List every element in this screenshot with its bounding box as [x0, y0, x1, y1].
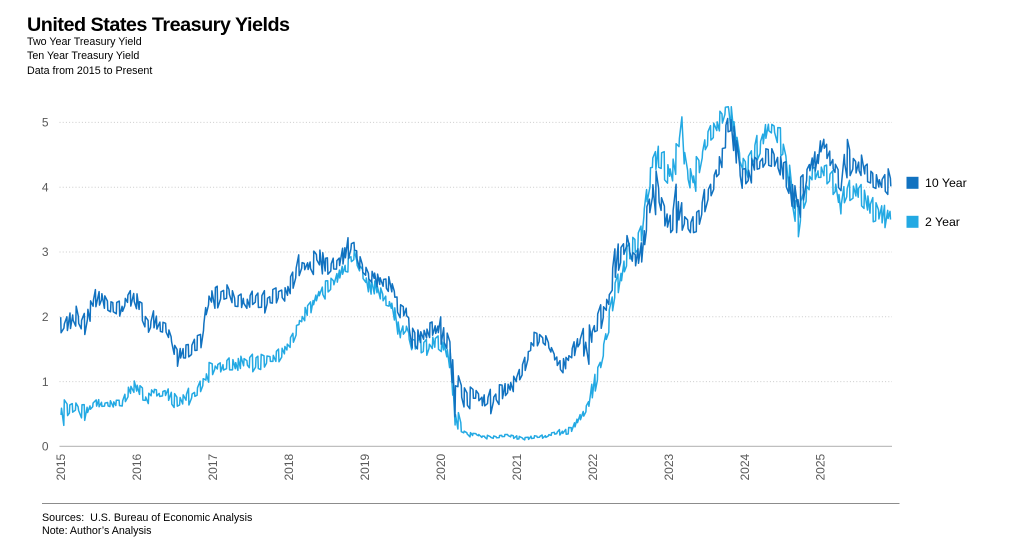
svg-text:2016: 2016 [130, 453, 144, 480]
svg-text:2019: 2019 [358, 453, 372, 480]
svg-text:2: 2 [42, 310, 49, 324]
svg-text:2017: 2017 [206, 453, 220, 480]
svg-text:2022: 2022 [586, 453, 600, 480]
svg-text:2023: 2023 [662, 453, 676, 480]
svg-text:2015: 2015 [54, 453, 68, 480]
svg-text:2025: 2025 [814, 453, 828, 480]
svg-text:2024: 2024 [738, 453, 752, 480]
svg-text:5: 5 [42, 116, 49, 130]
svg-text:2021: 2021 [510, 453, 524, 480]
svg-text:2018: 2018 [282, 453, 296, 480]
svg-text:3: 3 [42, 245, 49, 259]
svg-text:2 Year: 2 Year [925, 215, 960, 229]
svg-text:0: 0 [42, 440, 49, 454]
svg-text:10 Year: 10 Year [925, 176, 967, 190]
svg-text:1: 1 [42, 375, 49, 389]
svg-text:4: 4 [42, 180, 49, 194]
svg-text:2020: 2020 [434, 453, 448, 480]
